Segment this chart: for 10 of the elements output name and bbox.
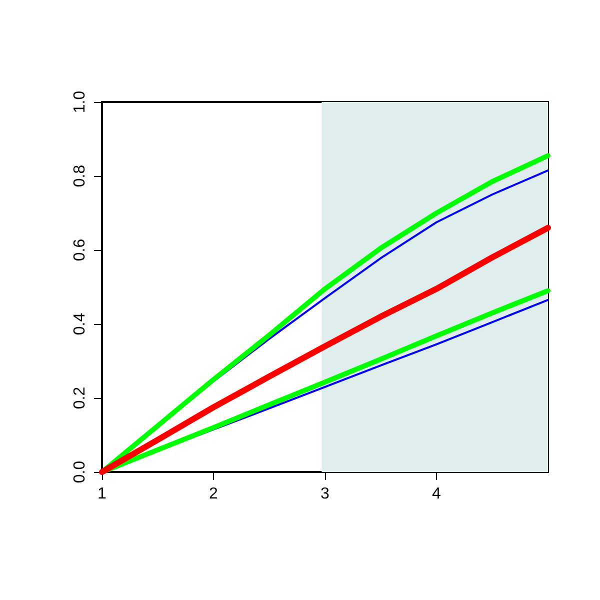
x-tick-label: 3 (320, 486, 330, 502)
y-tick-label: 0.0 (72, 460, 88, 484)
x-tick-label: 2 (209, 486, 218, 502)
y-tick-label: 1.0 (72, 90, 88, 114)
y-tick-label: 0.6 (72, 238, 88, 262)
x-tick-label: 1 (98, 486, 107, 502)
y-tick-label: 0.4 (72, 312, 88, 336)
y-tick-label: 0.2 (72, 386, 88, 410)
y-tick-label: 0.8 (72, 164, 88, 188)
x-tick-label: 4 (432, 486, 442, 502)
